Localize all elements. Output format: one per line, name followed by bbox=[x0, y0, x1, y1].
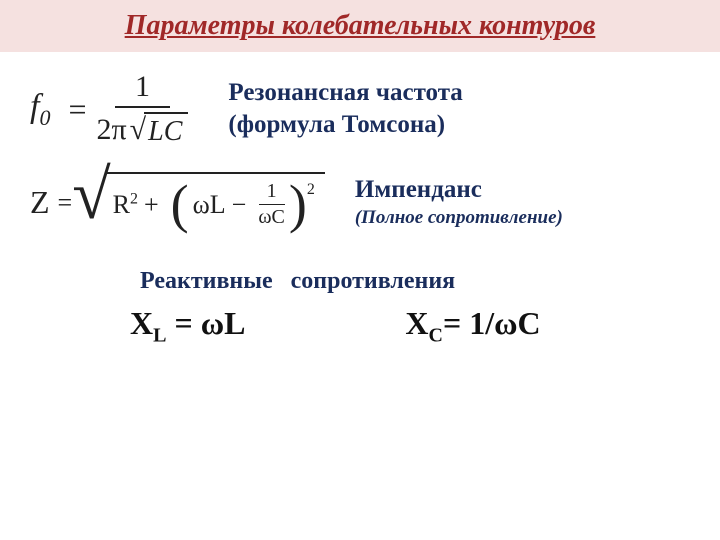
big-sqrt: √ R2 + ( ωL − 1 ωC ) bbox=[72, 172, 325, 233]
impedance-label: Импенданс (Полное сопротивление) bbox=[355, 174, 563, 231]
inner-fraction: 1 ωC bbox=[258, 180, 285, 229]
sqrt-argument: LC bbox=[144, 112, 188, 148]
xl-formula: XL = ωL bbox=[130, 305, 245, 347]
right-paren-icon: ) bbox=[289, 183, 307, 226]
thomson-section: f0 = 1 2π √ LC Резонансная частота (форм… bbox=[0, 52, 720, 158]
inner-expression: ωL − 1 ωC bbox=[189, 180, 289, 229]
equals-sign: = bbox=[68, 91, 86, 128]
impedance-section: Z = √ R2 + ( ωL − 1 ωC bbox=[0, 158, 720, 243]
plus-sign: + bbox=[144, 190, 159, 220]
title-bar: Параметры колебательных контуров bbox=[0, 0, 720, 52]
equals-sign: = bbox=[58, 188, 73, 218]
f-symbol: f0 bbox=[30, 88, 50, 131]
impedance-formula: Z = √ R2 + ( ωL − 1 ωC bbox=[30, 172, 325, 233]
denominator: 2π √ LC bbox=[97, 108, 189, 148]
thomson-formula: f0 = 1 2π √ LC bbox=[30, 70, 188, 148]
numerator: 1 bbox=[115, 70, 170, 108]
thomson-fraction: 1 2π √ LC bbox=[97, 70, 189, 148]
thomson-label: Резонансная частота (формула Томсона) bbox=[228, 77, 462, 142]
reactive-heading: Реактивные сопротивления bbox=[140, 268, 700, 295]
left-paren-icon: ( bbox=[171, 183, 189, 226]
r-term: R2 bbox=[113, 190, 138, 220]
page-title: Параметры колебательных контуров bbox=[125, 10, 596, 41]
sqrt-icon: √ bbox=[130, 113, 146, 147]
z-symbol: Z bbox=[30, 184, 50, 221]
paren-group: ( ωL − 1 ωC ) 2 bbox=[171, 180, 315, 229]
sqrt-icon: √ bbox=[72, 164, 110, 227]
reactive-formulas: XL = ωL XC= 1/ωC bbox=[80, 305, 700, 347]
xc-formula: XC= 1/ωC bbox=[405, 305, 540, 347]
sqrt-content: R2 + ( ωL − 1 ωC ) 2 bbox=[107, 172, 325, 233]
reactive-section: Реактивные сопротивления XL = ωL XC= 1/ω… bbox=[0, 243, 720, 347]
